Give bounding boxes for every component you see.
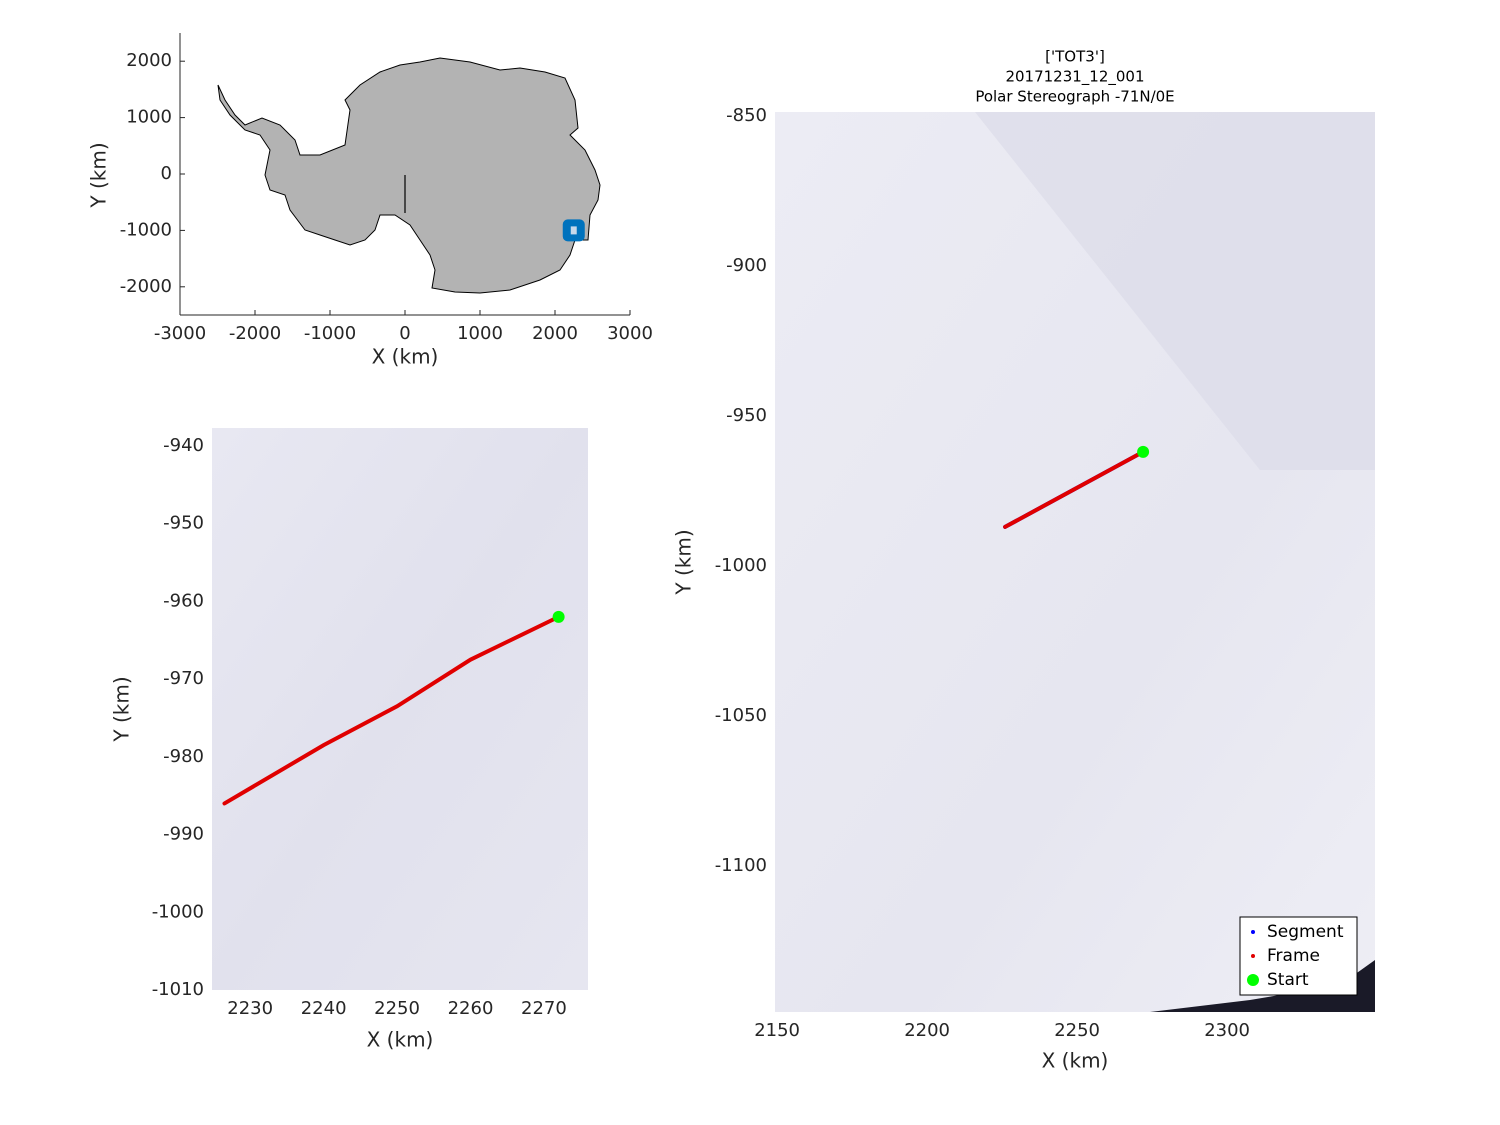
y-tick-label: -1000: [152, 901, 204, 922]
y-tick-label: -900: [726, 255, 767, 276]
y-axis-label: Y (km): [110, 676, 134, 742]
x-tick-label: 3000: [607, 323, 653, 344]
y-tick-label: -1050: [715, 705, 767, 726]
x-tick-label: 2250: [1054, 1020, 1100, 1041]
x-tick-label: 2000: [532, 323, 578, 344]
y-tick-label: -960: [163, 590, 204, 611]
x-axis-label: X (km): [1042, 1049, 1109, 1073]
continent: [217, 57, 601, 294]
x-tick-label: -1000: [304, 323, 356, 344]
y-tick-label: 2000: [126, 50, 172, 71]
y-tick-label: -940: [163, 435, 204, 456]
x-tick-label: 2240: [301, 998, 347, 1019]
x-tick-label: -2000: [229, 323, 281, 344]
start-marker: [1137, 445, 1150, 458]
y-tick-label: -1000: [715, 555, 767, 576]
y-tick-label: -950: [163, 513, 204, 534]
y-tick-label: 0: [161, 163, 172, 184]
legend-swatch: [1251, 954, 1255, 958]
x-tick-label: 2150: [754, 1020, 800, 1041]
y-tick-label: -1010: [152, 979, 204, 1000]
x-axis-label: X (km): [372, 345, 439, 369]
y-tick-label: -980: [163, 746, 204, 767]
chart-title: ['TOT3']: [1045, 48, 1105, 66]
legend-swatch: [1247, 974, 1259, 986]
y-tick-label: -1000: [120, 219, 172, 240]
track-line: [1003, 449, 1146, 529]
imagery: [212, 428, 588, 990]
legend: [1239, 916, 1358, 996]
y-tick-label: -2000: [120, 276, 172, 297]
legend-label: Frame: [1267, 946, 1320, 966]
y-axis-label: Y (km): [87, 142, 111, 208]
x-tick-label: 2250: [374, 998, 420, 1019]
imagery-tile: [975, 112, 1375, 470]
x-tick-label: 0: [399, 323, 410, 344]
y-tick-label: -970: [163, 668, 204, 689]
y-tick-label: -950: [726, 405, 767, 426]
legend-label: Segment: [1267, 922, 1344, 942]
y-tick-label: -990: [163, 824, 204, 845]
location-marker-inner: [570, 226, 577, 235]
x-tick-label: 2200: [904, 1020, 950, 1041]
track-line: [222, 614, 561, 806]
x-tick-label: 2300: [1204, 1020, 1250, 1041]
legend-label: Start: [1267, 970, 1309, 990]
start-marker: [552, 610, 565, 623]
x-tick-label: 2230: [227, 998, 273, 1019]
open-water: [1150, 960, 1375, 1012]
chart-title: 20171231_12_001: [1005, 68, 1144, 87]
x-axis-label: X (km): [367, 1028, 434, 1052]
x-tick-label: 2260: [448, 998, 494, 1019]
y-tick-label: 1000: [126, 107, 172, 128]
y-tick-label: -850: [726, 105, 767, 126]
x-tick-label: 1000: [457, 323, 503, 344]
chart-title: Polar Stereograph -71N/0E: [975, 88, 1174, 106]
y-tick-label: -1100: [715, 855, 767, 876]
x-tick-label: -3000: [154, 323, 206, 344]
legend-swatch: [1251, 930, 1255, 934]
y-axis-label: Y (km): [672, 529, 696, 595]
x-tick-label: 2270: [521, 998, 567, 1019]
